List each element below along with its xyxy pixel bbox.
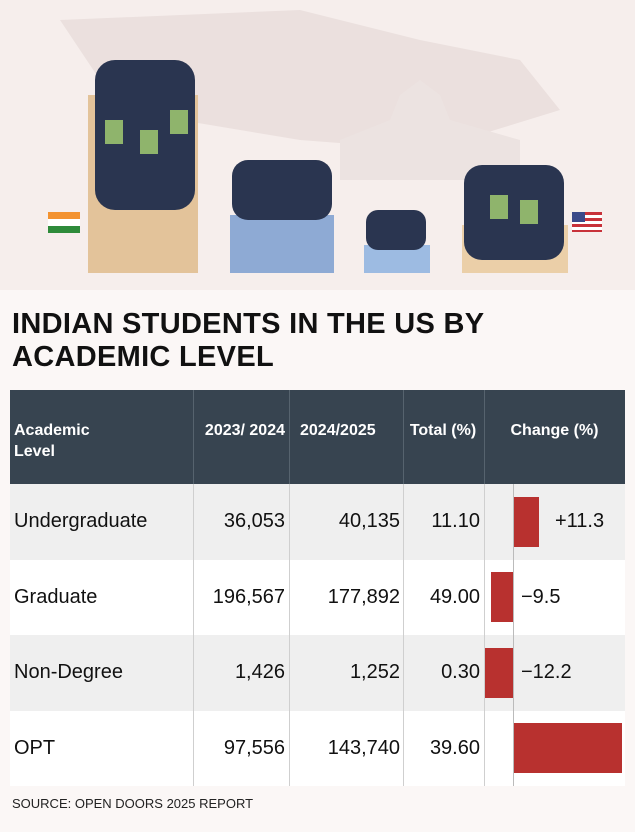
column-separator: [193, 559, 194, 635]
zero-line: [513, 484, 514, 786]
flag-us: [572, 212, 602, 232]
table-cell: 196,567: [212, 585, 285, 608]
column-separator: [193, 710, 194, 786]
column-header: Academic Level: [14, 422, 90, 460]
table-cell: 0.30: [441, 661, 480, 683]
table-row: [10, 635, 625, 711]
table-row: [10, 559, 625, 635]
column-separator: [193, 390, 194, 484]
column-separator: [403, 710, 404, 786]
table-cell: 36,053: [223, 510, 285, 532]
column-separator: [484, 390, 485, 484]
table-cell: 39.60: [429, 736, 480, 759]
table-cell: OPT: [14, 736, 56, 759]
column-separator: [403, 559, 404, 635]
column-separator: [484, 635, 485, 711]
column-separator: [193, 484, 194, 560]
change-bar: [513, 496, 539, 547]
pedestal: [230, 215, 334, 273]
column-separator: [289, 390, 290, 484]
column-separator: [289, 559, 290, 635]
column-separator: [289, 635, 290, 711]
table-cell: 177,892: [327, 585, 400, 608]
change-label: +11.3: [554, 510, 605, 532]
table-cell: 1,252: [349, 661, 400, 683]
table-header: Academic Level 2023/ 2024 2024/2025 Total (…: [10, 390, 625, 484]
table-cell: 40,135: [338, 510, 400, 532]
column-separator: [289, 484, 290, 560]
backpacks: [105, 110, 538, 224]
column-header: 2024/2025: [300, 422, 376, 439]
column-separator: [193, 635, 194, 711]
column-separator: [484, 484, 485, 560]
column-header: 2023/ 2024: [204, 422, 285, 439]
table-cell: 97,556: [223, 736, 285, 759]
illustration: [0, 0, 635, 290]
change-label: −12.2: [521, 661, 572, 683]
table-cell: Graduate: [14, 585, 98, 608]
table-cell: 143,740: [327, 736, 400, 759]
table-cell: Undergraduate: [14, 510, 148, 532]
source: SOURCE: OPEN DOORS 2025 REPORT: [12, 796, 254, 811]
column-separator: [403, 635, 404, 711]
capitol: [340, 80, 520, 180]
change-bar: [491, 572, 513, 623]
title: INDIAN STUDENTS IN THE US BY ACADEMIC LE…: [12, 308, 484, 373]
table-cell: Non-Degree: [14, 661, 123, 683]
flag-india: [48, 212, 80, 233]
column-header: Change (%): [510, 422, 599, 439]
column-separator: [403, 390, 404, 484]
change-bar: [484, 647, 513, 698]
column-header: Total (%): [409, 422, 477, 439]
table-cell: 1,426: [234, 661, 285, 683]
column-separator: [484, 710, 485, 786]
change-label: −9.5: [521, 585, 561, 608]
table-cell: 11.10: [431, 510, 480, 532]
table-cell: 49.00: [429, 585, 480, 608]
change-bar: [513, 723, 622, 774]
column-separator: [484, 559, 485, 635]
column-separator: [403, 484, 404, 560]
column-separator: [289, 710, 290, 786]
